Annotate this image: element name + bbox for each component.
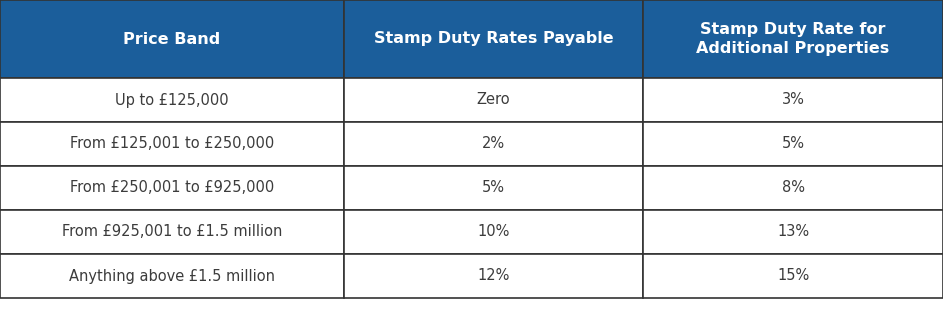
Bar <box>0 254 344 298</box>
Text: From £925,001 to £1.5 million: From £925,001 to £1.5 million <box>62 225 282 239</box>
Text: Up to £125,000: Up to £125,000 <box>115 92 229 108</box>
Text: From £250,001 to £925,000: From £250,001 to £925,000 <box>70 180 274 196</box>
Text: 12%: 12% <box>477 268 510 284</box>
Text: Price Band: Price Band <box>124 31 221 46</box>
Text: 2%: 2% <box>482 137 505 151</box>
Bar <box>0 210 344 254</box>
Text: Zero: Zero <box>477 92 510 108</box>
Text: 8%: 8% <box>782 180 804 196</box>
Bar <box>0 122 344 166</box>
Text: 10%: 10% <box>477 225 510 239</box>
Bar <box>344 254 643 298</box>
Text: 15%: 15% <box>777 268 809 284</box>
Text: Stamp Duty Rate for
Additional Properties: Stamp Duty Rate for Additional Propertie… <box>697 22 889 56</box>
Bar <box>643 122 943 166</box>
Bar <box>643 78 943 122</box>
Text: Anything above £1.5 million: Anything above £1.5 million <box>69 268 275 284</box>
Text: 13%: 13% <box>777 225 809 239</box>
Text: 3%: 3% <box>782 92 804 108</box>
Bar <box>344 210 643 254</box>
Bar <box>643 0 943 78</box>
Bar <box>344 0 643 78</box>
Bar <box>0 0 344 78</box>
Bar <box>344 78 643 122</box>
Bar <box>0 166 344 210</box>
Bar <box>643 210 943 254</box>
Bar <box>0 78 344 122</box>
Text: Stamp Duty Rates Payable: Stamp Duty Rates Payable <box>373 31 614 46</box>
Text: 5%: 5% <box>782 137 804 151</box>
Text: From £125,001 to £250,000: From £125,001 to £250,000 <box>70 137 274 151</box>
Bar <box>643 254 943 298</box>
Bar <box>643 166 943 210</box>
Bar <box>344 122 643 166</box>
Text: 5%: 5% <box>482 180 505 196</box>
Bar <box>344 166 643 210</box>
